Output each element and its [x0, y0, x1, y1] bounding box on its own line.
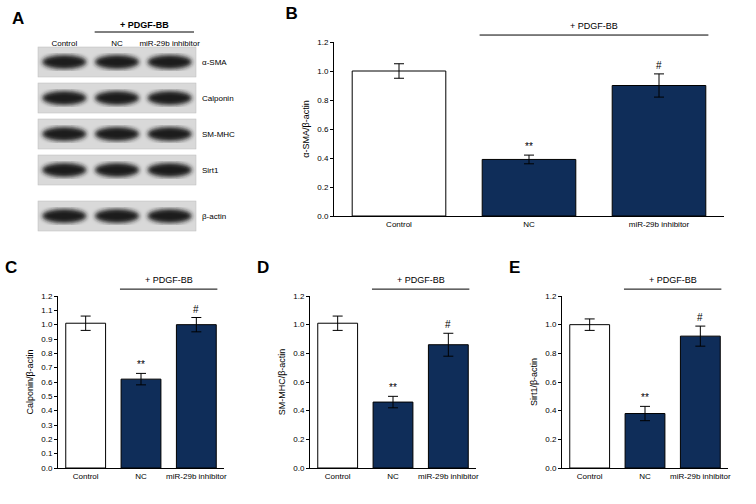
- svg-text:0.8: 0.8: [545, 349, 557, 358]
- svg-text:0.4: 0.4: [293, 406, 305, 415]
- svg-text:#: #: [697, 312, 703, 323]
- svg-text:0.8: 0.8: [41, 349, 53, 358]
- svg-text:0.4: 0.4: [41, 406, 53, 415]
- svg-text:0.0: 0.0: [293, 464, 305, 473]
- svg-text:1.2: 1.2: [41, 292, 53, 301]
- svg-text:1.0: 1.0: [41, 320, 53, 329]
- svg-text:0.4: 0.4: [317, 154, 329, 163]
- svg-text:+ PDGF-BB: + PDGF-BB: [570, 21, 618, 31]
- svg-text:0.0: 0.0: [41, 464, 53, 473]
- svg-text:β-actin: β-actin: [202, 212, 226, 221]
- svg-text:1.0: 1.0: [545, 320, 557, 329]
- svg-text:1.0: 1.0: [317, 67, 329, 76]
- svg-text:#: #: [656, 60, 662, 71]
- svg-text:0.6: 0.6: [317, 125, 329, 134]
- svg-text:miR-29b inhibitor: miR-29b inhibitor: [418, 472, 479, 481]
- svg-text:miR-29b inhibitor: miR-29b inhibitor: [629, 220, 690, 229]
- svg-text:Sirt1: Sirt1: [202, 166, 219, 175]
- svg-text:0.0: 0.0: [317, 212, 329, 221]
- svg-text:#: #: [445, 319, 451, 330]
- svg-text:0.9: 0.9: [41, 335, 53, 344]
- svg-text:+ PDGF-BB: + PDGF-BB: [120, 20, 169, 30]
- svg-text:0.6: 0.6: [41, 378, 53, 387]
- svg-text:**: **: [137, 359, 145, 370]
- svg-text:**: **: [389, 382, 397, 393]
- svg-text:+ PDGF-BB: + PDGF-BB: [649, 275, 697, 285]
- svg-text:0.5: 0.5: [41, 392, 53, 401]
- svg-text:Calponin: Calponin: [202, 94, 234, 103]
- svg-text:Control: Control: [325, 472, 351, 481]
- svg-text:Control: Control: [51, 39, 77, 48]
- svg-text:Control: Control: [577, 472, 603, 481]
- svg-text:E: E: [509, 258, 520, 277]
- svg-text:+ PDGF-BB: + PDGF-BB: [397, 275, 445, 285]
- svg-text:D: D: [257, 258, 269, 277]
- svg-text:0.2: 0.2: [317, 183, 329, 192]
- svg-text:+ PDGF-BB: + PDGF-BB: [145, 275, 193, 285]
- svg-text:0.2: 0.2: [545, 435, 557, 444]
- svg-text:α-SMA/β-actin: α-SMA/β-actin: [301, 100, 311, 157]
- svg-text:SM-MHC/β-actin: SM-MHC/β-actin: [277, 349, 287, 416]
- svg-text:0.8: 0.8: [317, 96, 329, 105]
- svg-text:miR-29b inhibitor: miR-29b inhibitor: [670, 472, 731, 481]
- svg-text:0.2: 0.2: [293, 435, 305, 444]
- svg-text:#: #: [193, 304, 199, 315]
- svg-text:α-SMA: α-SMA: [202, 58, 227, 67]
- svg-text:Calponin/β-actin: Calponin/β-actin: [25, 349, 35, 414]
- svg-text:1.0: 1.0: [293, 320, 305, 329]
- svg-text:0.6: 0.6: [293, 378, 305, 387]
- svg-text:miR-29b inhibitor: miR-29b inhibitor: [166, 472, 227, 481]
- svg-text:NC: NC: [523, 220, 535, 229]
- svg-text:NC: NC: [639, 472, 651, 481]
- svg-text:A: A: [12, 9, 24, 28]
- svg-text:Sirt1/β-actin: Sirt1/β-actin: [529, 358, 539, 406]
- svg-text:**: **: [641, 392, 649, 403]
- svg-text:0.6: 0.6: [545, 378, 557, 387]
- svg-text:SM-MHC: SM-MHC: [202, 130, 235, 139]
- svg-text:miR-29b inhibitor: miR-29b inhibitor: [139, 39, 200, 48]
- svg-text:1.2: 1.2: [317, 38, 329, 47]
- svg-text:0.7: 0.7: [41, 363, 53, 372]
- svg-text:NC: NC: [387, 472, 399, 481]
- svg-text:B: B: [286, 4, 298, 23]
- svg-text:0.0: 0.0: [545, 464, 557, 473]
- svg-text:NC: NC: [135, 472, 147, 481]
- svg-text:0.2: 0.2: [41, 435, 53, 444]
- svg-text:Control: Control: [386, 220, 412, 229]
- svg-text:1.1: 1.1: [41, 306, 53, 315]
- svg-text:0.1: 0.1: [41, 449, 53, 458]
- svg-text:1.2: 1.2: [293, 292, 305, 301]
- svg-text:0.3: 0.3: [41, 421, 53, 430]
- svg-text:C: C: [5, 258, 17, 277]
- svg-text:0.8: 0.8: [293, 349, 305, 358]
- svg-text:0.4: 0.4: [545, 406, 557, 415]
- svg-text:NC: NC: [111, 39, 123, 48]
- svg-text:Control: Control: [73, 472, 99, 481]
- svg-text:**: **: [525, 141, 533, 152]
- svg-text:1.2: 1.2: [545, 292, 557, 301]
